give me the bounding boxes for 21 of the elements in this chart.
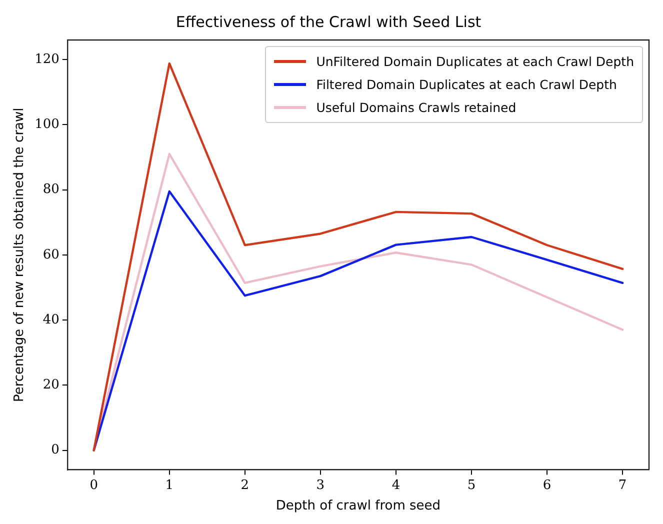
y-tick-label: 0	[51, 442, 60, 458]
x-tick-label: 3	[316, 478, 325, 493]
y-tick-label: 100	[34, 117, 60, 132]
x-tick-label: 4	[392, 478, 400, 493]
chart-title: Effectiveness of the Crawl with Seed List	[176, 12, 482, 31]
y-tick-label: 20	[42, 378, 60, 393]
y-tick-label: 120	[34, 52, 60, 67]
x-tick-label: 6	[542, 478, 552, 493]
y-tick-label: 80	[42, 182, 60, 198]
x-axis-title: Depth of crawl from seed	[276, 498, 441, 514]
y-tick-label: 60	[42, 247, 60, 262]
legend-label: Filtered Domain Duplicates at each Crawl Depth	[316, 77, 617, 92]
x-tick-label: 0	[90, 478, 98, 493]
legend-label: UnFiltered Domain Duplicates at each Crawl Depth	[316, 54, 634, 69]
y-tick-label: 40	[42, 312, 60, 328]
x-tick-label: 5	[467, 478, 476, 493]
x-tick-label: 1	[165, 478, 174, 493]
y-axis-title: Percentage of new results obtained the crawl	[12, 108, 28, 402]
x-tick-label: 7	[618, 478, 627, 493]
x-tick-label: 2	[240, 478, 250, 493]
legend-label: Useful Domains Crawls retained	[316, 100, 516, 115]
